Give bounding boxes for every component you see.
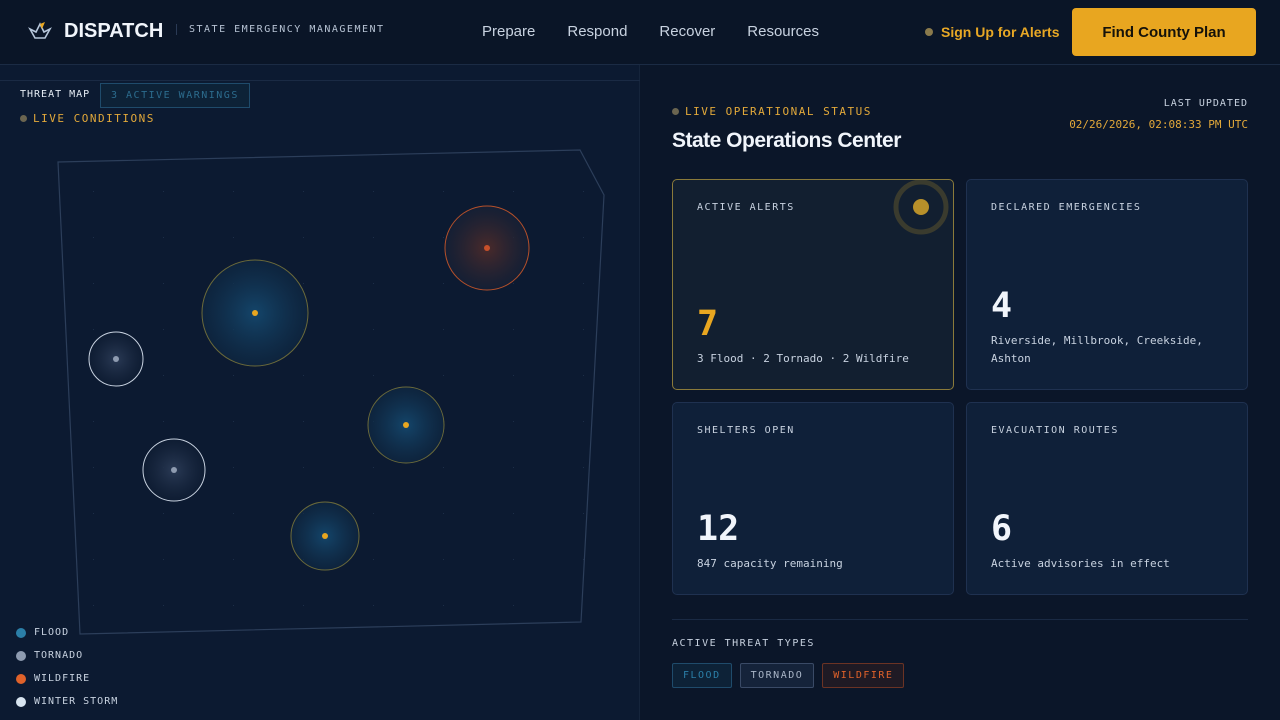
chip-wildfire[interactable]: WILDFIRE: [822, 663, 905, 688]
top-nav: DISPATCH STATE EMERGENCY MANAGEMENT Prep…: [0, 0, 1280, 65]
threat-map[interactable]: [0, 65, 640, 720]
card-value: 12: [697, 509, 740, 549]
card-shelters-open[interactable]: SHELTERS OPEN 12 847 capacity remaining: [672, 402, 954, 595]
flood-zone[interactable]: [367, 386, 445, 464]
shield-logo-icon: [28, 22, 52, 39]
card-value: 4: [991, 286, 1013, 326]
last-updated-label: LAST UPDATED: [1163, 98, 1248, 109]
signup-alerts-link[interactable]: Sign Up for Alerts: [925, 24, 1060, 40]
status-dot-icon: [925, 28, 933, 36]
card-title: DECLARED EMERGENCIES: [991, 202, 1142, 213]
page-title: State Operations Center: [672, 129, 901, 152]
wildfire-swatch-icon: [16, 673, 26, 684]
chip-flood[interactable]: FLOOD: [672, 663, 732, 688]
tornado-zone[interactable]: [142, 438, 206, 502]
card-subtext: Active advisories in effect: [991, 557, 1170, 570]
live-status-label: LIVE OPERATIONAL STATUS: [685, 105, 872, 118]
flood-zone[interactable]: [290, 501, 360, 571]
last-updated-timestamp: 02/26/2026, 02:08:33 PM UTC: [1069, 118, 1248, 131]
main-nav: Prepare Respond Recover Resources: [482, 23, 819, 40]
divider: [672, 619, 1248, 620]
card-subtext: 847 capacity remaining: [697, 557, 843, 570]
legend-item-wildfire: WILDFIRE: [16, 667, 118, 690]
legend-item-winter-storm: WINTER STORM: [16, 690, 118, 713]
live-dot-icon: [672, 108, 679, 115]
tornado-swatch-icon: [16, 650, 26, 661]
card-subtext: 3 Flood · 2 Tornado · 2 Wildfire: [697, 352, 909, 365]
legend-label: TORNADO: [34, 650, 84, 661]
nav-resources[interactable]: Resources: [747, 23, 819, 40]
legend-label: WILDFIRE: [34, 673, 91, 684]
card-title: ACTIVE ALERTS: [697, 202, 795, 213]
card-title: SHELTERS OPEN: [697, 425, 795, 436]
threat-map-panel: THREAT MAP 3 ACTIVE WARNINGS LIVE CONDIT…: [0, 65, 640, 720]
nav-recover[interactable]: Recover: [659, 23, 716, 40]
legend-item-flood: FLOOD: [16, 621, 118, 644]
card-evacuation-routes[interactable]: EVACUATION ROUTES 6 Active advisories in…: [966, 402, 1248, 595]
tornado-zone[interactable]: [88, 331, 144, 387]
nav-respond[interactable]: Respond: [567, 23, 628, 40]
card-title: EVACUATION ROUTES: [991, 425, 1119, 436]
legend-label: WINTER STORM: [34, 696, 119, 707]
pulse-icon: [893, 180, 949, 235]
flood-zone[interactable]: [201, 259, 309, 367]
signup-label: Sign Up for Alerts: [941, 24, 1060, 40]
live-status: LIVE OPERATIONAL STATUS: [672, 105, 872, 118]
card-declared-emergencies[interactable]: DECLARED EMERGENCIES 4 Riverside, Millbr…: [966, 179, 1248, 390]
legend-label: FLOOD: [34, 627, 70, 638]
chip-tornado[interactable]: TORNADO: [739, 663, 815, 688]
tagline: STATE EMERGENCY MANAGEMENT: [176, 24, 385, 35]
nav-prepare[interactable]: Prepare: [482, 23, 536, 40]
live-dot-icon: [20, 115, 27, 122]
threat-type-chips: FLOOD TORNADO WILDFIRE: [672, 663, 905, 688]
brand-name[interactable]: DISPATCH: [64, 20, 164, 42]
map-legend: FLOOD TORNADO WILDFIRE WINTER STORM: [16, 621, 118, 713]
active-warnings-badge: 3 ACTIVE WARNINGS: [100, 83, 250, 108]
card-subtext: Riverside, Millbrook, Creekside, Ashton: [991, 334, 1203, 365]
card-value: 7: [697, 304, 719, 344]
flood-swatch-icon: [16, 627, 26, 638]
live-conditions: LIVE CONDITIONS: [20, 112, 155, 125]
card-active-alerts[interactable]: ACTIVE ALERTS 7 3 Flood · 2 Tornado · 2 …: [672, 179, 954, 390]
divider: [0, 80, 640, 81]
live-label: LIVE CONDITIONS: [33, 112, 155, 125]
find-county-plan-button[interactable]: Find County Plan: [1072, 8, 1256, 56]
wildfire-zone[interactable]: [444, 205, 530, 291]
card-value: 6: [991, 509, 1013, 549]
threat-map-title: THREAT MAP: [20, 89, 91, 100]
winter-storm-swatch-icon: [16, 696, 26, 707]
threat-types-title: ACTIVE THREAT TYPES: [672, 638, 815, 649]
legend-item-tornado: TORNADO: [16, 644, 118, 667]
